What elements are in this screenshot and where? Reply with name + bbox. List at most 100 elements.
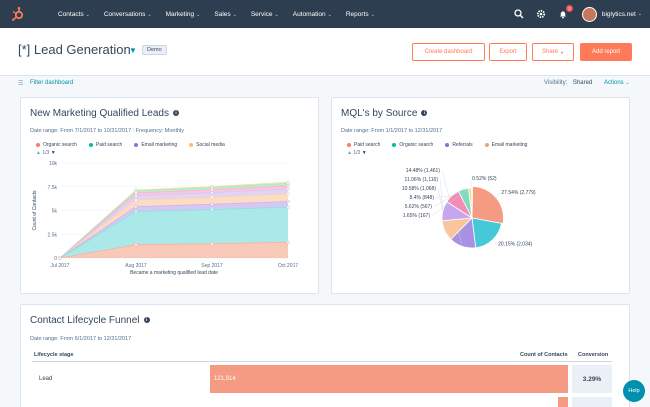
funnel-bar[interactable]	[210, 365, 568, 393]
caret-up-icon[interactable]: ▲	[36, 150, 41, 156]
caret-down-icon: ▼	[560, 49, 564, 55]
divider	[32, 361, 612, 362]
label-leader	[439, 179, 446, 231]
legend-item[interactable]: Email marketing	[134, 142, 177, 148]
nav-automation[interactable]: Automation ⌄	[293, 11, 332, 18]
x-tick-label: Oct 2017	[278, 263, 299, 269]
data-point	[134, 243, 138, 247]
info-icon[interactable]: i	[421, 110, 428, 117]
legend-item[interactable]: Paid search	[347, 142, 380, 148]
chart-legend: Paid search Organic search Referrals Ema…	[347, 142, 539, 148]
legend-pager[interactable]: ▲ 1/3 ▼	[36, 150, 56, 156]
caret-up-icon[interactable]: ▲	[347, 150, 352, 156]
legend-label: Email marketing	[491, 142, 528, 148]
pie-slice	[471, 186, 504, 225]
help-button[interactable]: Help	[623, 380, 645, 402]
legend-item[interactable]: Organic search	[392, 142, 433, 148]
filter-dashboard-link[interactable]: Filter dashboard	[30, 80, 74, 86]
y-tick-label: 2.5k	[48, 232, 58, 238]
card-title-text: New Marketing Qualified Leads	[30, 108, 169, 119]
nav-label: Sales	[214, 10, 231, 18]
data-point	[134, 205, 138, 209]
column-header-count[interactable]: Count of Contacts	[520, 352, 568, 358]
nav-service[interactable]: Service ⌄	[251, 11, 279, 18]
caret-down-icon[interactable]: ▼	[50, 150, 56, 156]
avatar[interactable]	[581, 6, 597, 22]
legend-dot	[134, 143, 139, 147]
series-line	[59, 193, 289, 259]
series-line	[59, 241, 289, 259]
legend-label: Referrals	[452, 142, 473, 148]
legend-label: Email marketing	[141, 142, 178, 148]
nav-conversations[interactable]: Conversations ⌄	[104, 11, 152, 18]
nav-menu: Contacts ⌄ Conversations ⌄ Marketing ⌄ Sale…	[58, 0, 389, 28]
legend-dot	[88, 143, 93, 147]
share-button[interactable]: Share ▼	[532, 43, 574, 61]
data-point	[286, 187, 290, 191]
column-header-conversion[interactable]: Conversion	[578, 352, 609, 358]
conversion-cell: 3.29%	[572, 365, 612, 393]
caret-down-icon[interactable]: ▼	[129, 46, 137, 55]
legend-label: Organic search	[399, 142, 434, 148]
info-icon[interactable]: i	[172, 110, 179, 117]
create-dashboard-button[interactable]: Create dashboard	[412, 43, 485, 61]
label-leader	[435, 195, 452, 198]
nav-label: Contacts	[58, 10, 84, 18]
area-series	[60, 207, 288, 258]
date-range: Date range: From 7/1/2017 to 10/31/2017 …	[30, 128, 184, 134]
data-point	[286, 205, 290, 209]
notifications-bell-icon[interactable]: 3	[556, 5, 573, 21]
x-tick-label: Sep 2017	[201, 263, 223, 269]
legend-label: Social media	[196, 142, 225, 148]
legend-item[interactable]: Referrals	[445, 142, 473, 148]
date-range: Date range: From 6/1/2017 to 12/31/2017	[30, 336, 132, 342]
caret-down-icon[interactable]: ▼	[361, 150, 367, 156]
chevron-down-icon: ⌄	[327, 11, 332, 18]
actions-menu[interactable]: Actions ⌄	[604, 80, 630, 86]
gear-icon[interactable]	[534, 7, 548, 21]
table-row[interactable]	[32, 397, 568, 407]
search-icon[interactable]	[512, 7, 526, 21]
funnel-bar[interactable]	[558, 397, 568, 407]
nav-contacts[interactable]: Contacts ⌄	[58, 11, 90, 18]
nav-label: Service	[250, 10, 273, 18]
export-button[interactable]: Export	[489, 43, 527, 61]
slice-label: 10.58% (1,068)	[402, 186, 437, 192]
card-title: Contact Lifecycle Funnel i	[30, 315, 150, 326]
label-leader	[437, 188, 444, 211]
legend-item[interactable]: Organic search	[36, 142, 77, 148]
legend-label: Paid search	[354, 142, 381, 148]
add-report-button[interactable]: Add report	[580, 43, 632, 61]
pie-chart: 27.54% (2,779) 20.15% (2,034) 14.48% (1,46…	[402, 168, 536, 249]
column-header-stage[interactable]: Lifecycle stage	[34, 352, 74, 358]
label-leader	[433, 189, 464, 207]
nav-label: Automation	[292, 10, 326, 18]
legend-item[interactable]: Paid search	[88, 142, 122, 148]
legend-item[interactable]: Social media	[189, 142, 225, 148]
data-point	[134, 191, 138, 195]
filter-icon[interactable]: ☰	[18, 81, 24, 87]
data-point	[134, 198, 138, 202]
nav-reports[interactable]: Reports ⌄	[346, 11, 375, 18]
pager-text: 1/3	[353, 150, 361, 156]
nav-sales[interactable]: Sales ⌄	[214, 11, 236, 18]
legend-dot	[189, 143, 194, 147]
nav-marketing[interactable]: Marketing ⌄	[166, 11, 201, 18]
top-navigation: Contacts ⌄ Conversations ⌄ Marketing ⌄ Sale…	[0, 0, 650, 28]
area-series	[60, 193, 288, 258]
slice-label: 11.06% (1,116)	[405, 177, 439, 183]
nav-utilities: 3 biglytics.net ⌄	[504, 0, 642, 28]
info-icon[interactable]: i	[143, 317, 150, 324]
page-title[interactable]: [*] Lead Generation	[18, 42, 131, 57]
data-point	[286, 192, 290, 196]
hubspot-logo-icon[interactable]	[10, 6, 26, 22]
nav-label: Marketing	[165, 10, 195, 18]
chart-legend: Organic search Paid search Email marketi…	[36, 142, 237, 148]
legend-pager[interactable]: ▲ 1/3 ▼	[347, 150, 367, 156]
account-name[interactable]: biglytics.net	[601, 10, 636, 18]
legend-item[interactable]: Email marketing	[484, 142, 528, 148]
data-point	[58, 256, 62, 260]
label-leader	[431, 187, 471, 216]
chevron-down-icon: ⌄	[196, 11, 201, 18]
share-label: Share	[542, 49, 559, 55]
